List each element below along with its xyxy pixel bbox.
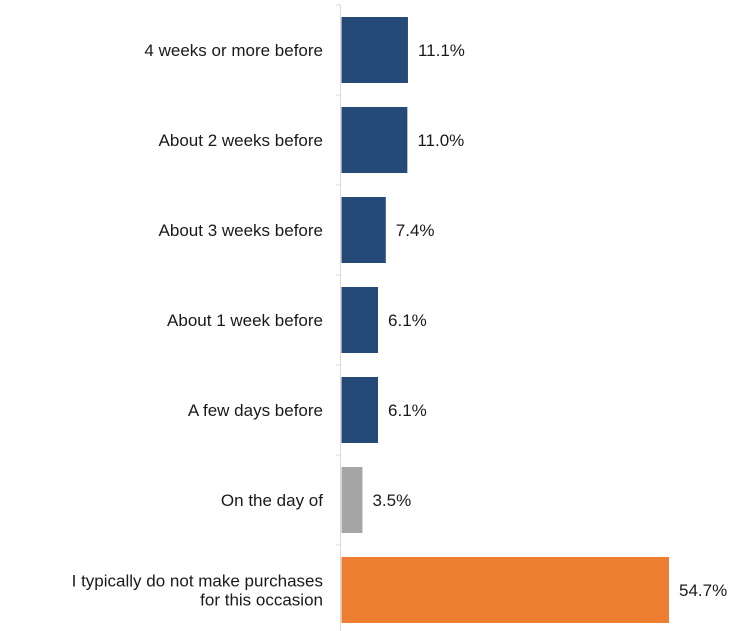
bars-group	[341, 17, 669, 623]
category-label: About 3 weeks before	[159, 221, 323, 240]
bar	[341, 197, 386, 263]
category-label: About 1 week before	[167, 311, 323, 330]
value-label: 7.4%	[396, 221, 435, 240]
bar	[341, 557, 669, 623]
bar	[341, 467, 363, 533]
value-label: 11.1%	[418, 41, 465, 60]
category-axis	[335, 4, 341, 631]
bar	[341, 107, 408, 173]
value-label: 54.7%	[679, 581, 727, 600]
category-label: On the day of	[221, 491, 323, 510]
category-label: 4 weeks or more before	[144, 41, 323, 60]
value-label: 6.1%	[388, 311, 427, 330]
category-label: I typically do not make purchases for thi…	[72, 572, 323, 610]
value-label: 11.0%	[417, 131, 464, 150]
category-labels: 4 weeks or more before About 2 weeks befo…	[72, 41, 324, 610]
bar	[341, 17, 408, 83]
category-label: A few days before	[188, 401, 323, 420]
value-labels: 11.1% 11.0% 7.4% 6.1% 6.1% 3.5% 54.7%	[372, 41, 727, 600]
bar	[341, 377, 379, 443]
value-label: 3.5%	[372, 491, 411, 510]
value-label: 6.1%	[388, 401, 427, 420]
category-label: About 2 weeks before	[159, 131, 323, 150]
bar	[341, 287, 379, 353]
